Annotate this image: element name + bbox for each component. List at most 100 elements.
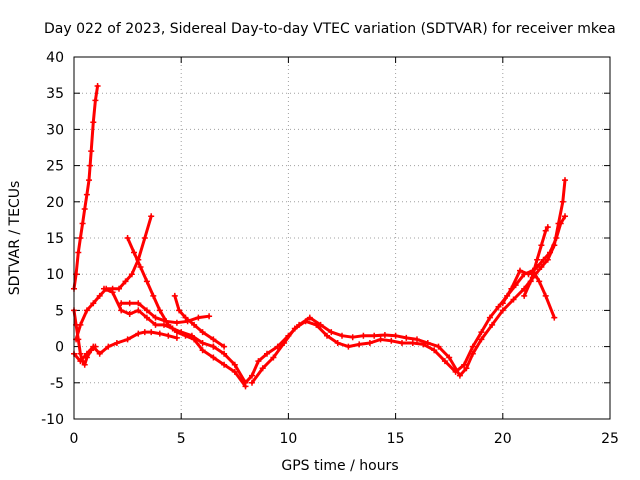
- data-point: [83, 307, 90, 314]
- data-point: [521, 292, 528, 299]
- data-point: [339, 332, 345, 339]
- data-point: [281, 340, 288, 346]
- y-axis-label: SDTVAR / TECUs: [7, 181, 23, 296]
- x-tick-label: 10: [279, 431, 297, 447]
- grid: [74, 57, 610, 419]
- data-series: [71, 83, 568, 390]
- data-point: [135, 330, 142, 337]
- data-point: [478, 329, 485, 336]
- data-point: [381, 332, 388, 338]
- data-point: [118, 300, 125, 307]
- data-point: [221, 361, 228, 368]
- data-point: [77, 235, 84, 241]
- data-point: [478, 336, 485, 343]
- data-point: [306, 314, 313, 321]
- data-point: [231, 368, 238, 375]
- data-point: [456, 372, 463, 379]
- data-point: [242, 379, 249, 386]
- data-point: [371, 332, 378, 339]
- y-tick-label: 0: [55, 340, 64, 356]
- data-point: [255, 358, 262, 365]
- data-point: [83, 350, 90, 357]
- data-point: [87, 162, 94, 169]
- y-tick-label: 20: [46, 195, 64, 211]
- data-point: [536, 278, 543, 285]
- data-point: [173, 334, 180, 341]
- data-point: [499, 307, 506, 314]
- data-point: [553, 235, 560, 241]
- data-point: [128, 271, 135, 278]
- data-point: [94, 83, 101, 89]
- data-point: [135, 300, 142, 307]
- data-point: [137, 264, 144, 270]
- plot-frame: [73, 56, 611, 420]
- data-point: [195, 314, 202, 321]
- data-point: [249, 372, 255, 379]
- data-point: [150, 292, 157, 299]
- y-tick-label: 10: [46, 267, 64, 283]
- series-line-arc-mid-day-2: [250, 269, 556, 385]
- x-tick-label: 0: [70, 431, 79, 447]
- data-point: [562, 213, 568, 220]
- x-tick-label: 20: [494, 431, 512, 447]
- series-line-arc-mid-day: [211, 178, 567, 385]
- data-point: [83, 191, 90, 198]
- data-point: [469, 343, 476, 350]
- data-point: [165, 332, 172, 339]
- data-point: [118, 307, 125, 314]
- data-point: [156, 330, 163, 337]
- data-point: [88, 148, 95, 155]
- data-point: [96, 292, 103, 299]
- data-point: [171, 292, 178, 299]
- x-axis-label: GPS time / hours: [281, 458, 398, 474]
- data-point: [148, 329, 155, 336]
- data-point: [499, 300, 506, 307]
- data-point: [81, 206, 88, 212]
- data-point: [441, 358, 448, 365]
- data-point: [399, 340, 405, 346]
- data-point: [210, 343, 217, 350]
- data-point: [105, 343, 112, 350]
- data-point: [231, 361, 238, 368]
- data-point: [409, 340, 416, 346]
- data-point: [124, 235, 131, 241]
- data-point: [199, 347, 206, 354]
- data-point: [77, 358, 84, 365]
- data-point: [86, 177, 92, 184]
- data-point: [199, 340, 206, 346]
- data-point: [131, 249, 137, 256]
- data-point: [495, 303, 502, 310]
- data-point: [328, 329, 335, 336]
- data-point: [414, 336, 420, 343]
- data-point: [542, 292, 549, 299]
- data-point: [540, 256, 547, 263]
- data-point: [446, 354, 453, 361]
- data-point: [360, 332, 367, 339]
- data-point: [388, 337, 395, 344]
- data-point: [424, 340, 431, 346]
- data-point: [206, 313, 213, 320]
- data-point: [461, 361, 468, 368]
- data-point: [264, 350, 270, 357]
- data-point: [124, 336, 131, 343]
- series-line-arc-steep-rise: [72, 84, 100, 291]
- data-point: [562, 177, 568, 184]
- data-point: [431, 347, 438, 354]
- data-point: [259, 365, 266, 372]
- series-line-arc-late-1: [501, 214, 567, 305]
- data-point: [75, 249, 82, 256]
- data-point: [527, 278, 534, 285]
- data-point: [334, 340, 341, 346]
- data-point: [313, 321, 320, 328]
- data-point: [486, 314, 493, 321]
- data-point: [77, 321, 84, 328]
- y-tick-label: 40: [46, 50, 64, 66]
- data-point: [109, 289, 116, 296]
- data-point: [356, 341, 363, 348]
- data-point: [182, 332, 189, 339]
- x-tick-label: 5: [177, 431, 186, 447]
- data-point: [221, 343, 228, 350]
- data-point: [122, 278, 129, 285]
- data-point: [534, 256, 541, 263]
- data-point: [403, 334, 410, 341]
